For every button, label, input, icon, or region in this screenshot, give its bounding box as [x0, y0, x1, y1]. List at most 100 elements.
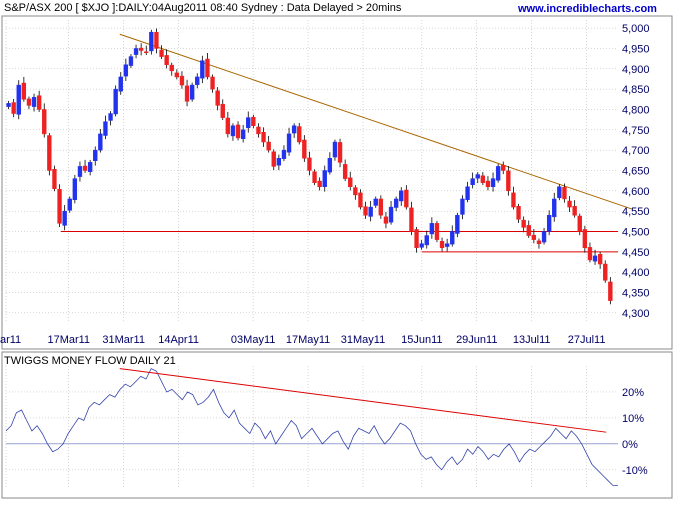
- candle-body: [113, 88, 118, 115]
- candle-body: [215, 90, 220, 106]
- indicator-tick-label: 0%: [622, 439, 638, 451]
- candle-body: [536, 240, 542, 244]
- date-tick-label: 14Apr11: [158, 334, 199, 346]
- candle-body: [511, 192, 516, 208]
- candle-body: [562, 186, 567, 200]
- candle-body: [21, 82, 27, 100]
- candle-body: [240, 129, 246, 140]
- candle-body: [286, 133, 292, 153]
- candle-body: [210, 76, 215, 90]
- candle-body: [256, 126, 261, 135]
- candle-body: [444, 243, 450, 247]
- candle-body: [138, 47, 144, 51]
- candle-body: [582, 229, 588, 249]
- candle-body: [557, 186, 562, 198]
- price-tick-label: 4,750: [622, 125, 650, 137]
- candle-body: [128, 56, 134, 66]
- candle-body: [169, 64, 174, 72]
- candle-body: [358, 192, 363, 208]
- candle-body: [317, 180, 322, 188]
- date-tick-label: 17May11: [286, 334, 330, 346]
- price-tick-label: 4,950: [622, 43, 650, 55]
- candle-body: [36, 95, 42, 110]
- candle-body: [93, 149, 98, 161]
- candle-body: [348, 177, 353, 188]
- candle-body: [567, 200, 572, 208]
- candle-body: [31, 97, 37, 107]
- site-logo[interactable]: www.incrediblecharts.com: [518, 3, 657, 15]
- price-tick-label: 4,400: [622, 267, 650, 279]
- candle-body: [577, 215, 582, 232]
- date-tick-label: 13Jul11: [513, 334, 551, 346]
- date-axis: Mar11 17Mar11 31Mar11 14Apr11 03May11 17May11…: [0, 334, 605, 346]
- candle-body: [439, 241, 445, 249]
- candle-body: [98, 133, 103, 151]
- candle-body: [82, 165, 88, 171]
- candle-body: [149, 31, 154, 52]
- candle-body: [246, 117, 251, 129]
- candle-body: [87, 162, 93, 172]
- price-tick-label: 4,450: [622, 247, 650, 259]
- candle-body: [307, 157, 312, 171]
- price-candles: [6, 28, 613, 305]
- candle-body: [552, 198, 557, 218]
- candle-body: [195, 76, 200, 85]
- candle-body: [230, 125, 236, 137]
- price-tick-label: 4,300: [622, 308, 650, 320]
- indicator-trendline: [119, 368, 607, 433]
- candle-body: [373, 198, 378, 206]
- candle-body: [460, 198, 465, 215]
- candle-body: [6, 103, 11, 107]
- candle-body: [485, 180, 491, 188]
- candle-body: [103, 121, 108, 136]
- candle-body: [57, 188, 62, 224]
- candle-body: [205, 58, 210, 78]
- candle-body: [608, 281, 613, 301]
- candle-body: [261, 132, 266, 143]
- candle-body: [179, 75, 185, 86]
- candle-body: [276, 158, 282, 166]
- candle-body: [353, 187, 358, 196]
- candle-body: [480, 175, 486, 183]
- candle-body: [271, 151, 276, 167]
- candle-body: [42, 109, 47, 135]
- candle-body: [322, 170, 327, 188]
- candle-body: [118, 76, 123, 92]
- candle-body: [378, 198, 384, 216]
- candle-body: [388, 206, 394, 223]
- candle-body: [404, 189, 409, 208]
- candle-body: [526, 225, 531, 236]
- candle-body: [506, 170, 511, 192]
- price-tick-label: 4,650: [622, 165, 650, 177]
- indicator-panel-frame: [1, 351, 673, 499]
- candle-body: [450, 231, 455, 245]
- candle-body: [67, 198, 72, 211]
- candle-body: [414, 229, 419, 249]
- candle-body: [516, 206, 521, 220]
- price-tick-label: 4,800: [622, 104, 650, 116]
- date-tick-label: 31May11: [341, 334, 385, 346]
- candle-body: [52, 169, 57, 190]
- indicator-series: [5, 368, 618, 486]
- candle-body: [465, 186, 470, 201]
- candle-body: [332, 141, 338, 158]
- candle-body: [159, 49, 164, 57]
- candle-body: [501, 164, 506, 171]
- price-tick-label: 4,700: [622, 145, 650, 157]
- candle-body: [470, 178, 475, 185]
- candle-body: [62, 210, 67, 226]
- money-flow-line: [5, 368, 618, 486]
- candle-body: [409, 207, 414, 232]
- indicator-axis: -10% 0% 10% 20%: [622, 387, 648, 477]
- candle-body: [297, 126, 302, 143]
- price-lines: [60, 33, 633, 253]
- candle-body: [77, 166, 83, 177]
- candle-body: [393, 198, 399, 208]
- candle-body: [225, 117, 231, 135]
- candle-body: [184, 85, 190, 102]
- price-panel-frame: [1, 15, 673, 350]
- candle-body: [592, 255, 598, 262]
- price-tick-label: 5,000: [622, 23, 650, 35]
